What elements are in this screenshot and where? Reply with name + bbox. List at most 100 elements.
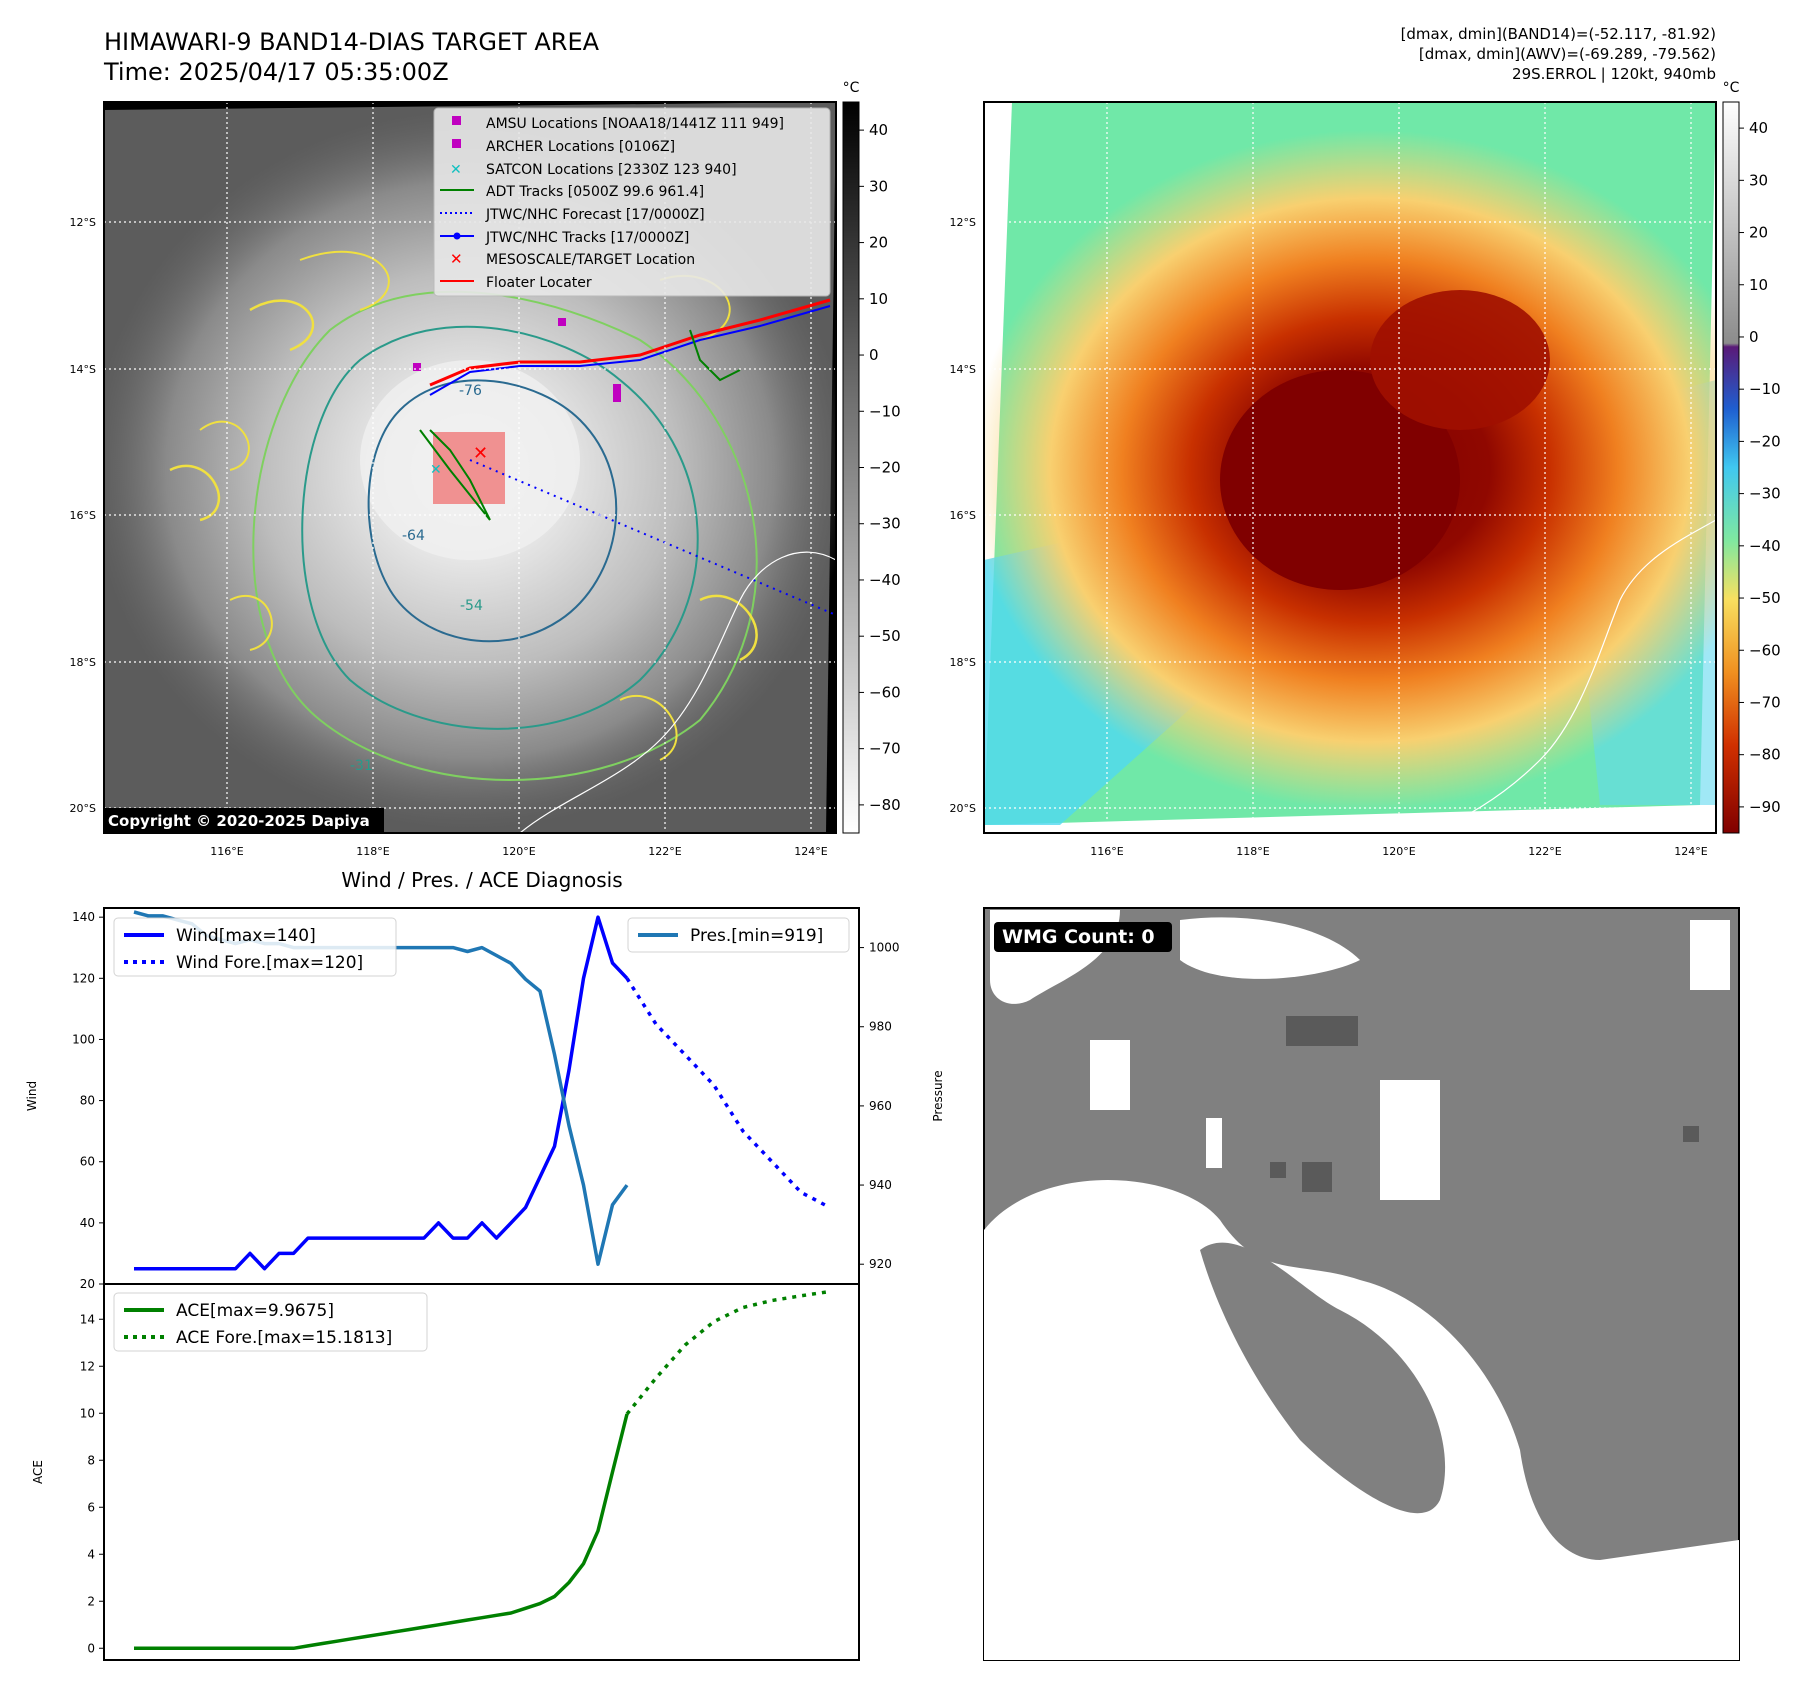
svg-text:122°E: 122°E bbox=[648, 845, 681, 858]
map-legend: AMSU Locations [NOAA18/1441Z 111 949] AR… bbox=[433, 107, 831, 297]
svg-text:20°S: 20°S bbox=[950, 802, 976, 815]
colorbar-color-tick-label: 30 bbox=[1749, 171, 1768, 189]
target-location-marker: ✕ bbox=[473, 443, 488, 464]
map1-lon-labels: 116°E 118°E 120°E 122°E 124°E bbox=[210, 845, 827, 858]
ace-plot: 0 2 4 6 8 10 12 14 ACE ACE[max=9.9675] ACE Fore… bbox=[31, 1283, 860, 1661]
legend-adt: ADT Tracks [0500Z 99.6 961.4] bbox=[486, 184, 704, 200]
ace-series-line bbox=[625, 1289, 831, 1416]
contour-label-76: -76 bbox=[459, 383, 482, 399]
contour-label-31: -31 bbox=[350, 758, 373, 774]
wind-axis-tick-label: 40 bbox=[80, 1216, 95, 1230]
archer-marker-2 bbox=[558, 318, 566, 326]
info-line-1: [dmax, dmin](BAND14)=(-52.117, -81.92) bbox=[1401, 25, 1716, 43]
wmg-count-label: WMG Count: 0 bbox=[1002, 926, 1155, 948]
contour-middle bbox=[301, 325, 699, 730]
storm-arm bbox=[1370, 290, 1550, 430]
wmg-white-2 bbox=[1180, 917, 1360, 979]
colorbar-color-tick-label: 40 bbox=[1749, 119, 1768, 137]
coastline bbox=[519, 551, 836, 833]
pressure-axis-tick-label: 940 bbox=[869, 1178, 892, 1192]
graticule-2 bbox=[984, 102, 1716, 833]
wmg-count-box bbox=[994, 922, 1172, 952]
legend-floater: Floater Locater bbox=[486, 275, 592, 291]
copyright-box bbox=[104, 808, 384, 833]
coastline-2 bbox=[1429, 519, 1716, 833]
ace-ylabel: ACE bbox=[31, 1460, 45, 1484]
colorbar-color-tick-label: −60 bbox=[1749, 641, 1781, 659]
svg-text:14°S: 14°S bbox=[950, 363, 976, 376]
wind-axis-tick-label: 60 bbox=[80, 1155, 95, 1169]
wind-pressure-plot: 20 40 60 80 100 120 140 920 940 960 980 1000 Wind … bbox=[25, 907, 945, 1291]
svg-text:118°E: 118°E bbox=[1236, 845, 1269, 858]
pressure-axis-tick-label: 1000 bbox=[869, 941, 900, 955]
ace-axis-tick-label: 8 bbox=[87, 1453, 95, 1467]
legend-ace: ACE[max=9.9675] bbox=[176, 1301, 334, 1321]
pres-legend: Pres.[min=919] bbox=[627, 917, 850, 953]
colorbar-gray-tick-label: 10 bbox=[869, 290, 888, 308]
colorbar-gray-tick-label: 20 bbox=[869, 234, 888, 252]
figure-time: Time: 2025/04/17 05:35:00Z bbox=[103, 58, 449, 86]
ace-series-line bbox=[134, 1413, 629, 1651]
adt-track-2 bbox=[689, 329, 741, 382]
colorbar-color-tick-label: −70 bbox=[1749, 693, 1781, 711]
ace-axis-tick-label: 2 bbox=[87, 1594, 95, 1608]
colorbar-gray-tick-label: −70 bbox=[869, 740, 901, 758]
amsu-marker bbox=[413, 363, 421, 371]
wind-legend: Wind[max=140] Wind Fore.[max=120] bbox=[113, 917, 397, 977]
wind-series-line bbox=[134, 915, 629, 1271]
colorbar-color-tick-label: 10 bbox=[1749, 276, 1768, 294]
wind-axis-tick-label: 80 bbox=[80, 1094, 95, 1108]
map-panel-awv bbox=[983, 101, 1717, 834]
map2-lon-labels: 116°E 118°E 120°E 122°E 124°E bbox=[1090, 845, 1707, 858]
legend-pres: Pres.[min=919] bbox=[690, 926, 823, 946]
colorbar-color-tick-label: −30 bbox=[1749, 485, 1781, 503]
colorbar-gray-tick-label: 0 bbox=[869, 346, 879, 364]
jtwc-track bbox=[429, 305, 831, 396]
wind-series-line bbox=[625, 977, 831, 1210]
svg-text:12°S: 12°S bbox=[950, 216, 976, 229]
colorbar-gray-tick-label: −30 bbox=[869, 515, 901, 533]
floater-track bbox=[429, 298, 831, 387]
legend-archer: ARCHER Locations [0106Z] bbox=[486, 139, 675, 155]
colorbar-gray: °C 40 30 20 10 0 −10 −20 −30 −40 −50 −60 −70 −80 bbox=[842, 80, 901, 834]
legend-jtwc-tracks: JTWC/NHC Tracks [17/0000Z] bbox=[485, 230, 689, 246]
pressure-ylabel: Pressure bbox=[931, 1070, 945, 1121]
ace-axis-tick-label: 12 bbox=[80, 1359, 95, 1373]
legend-jtwc-forecast: JTWC/NHC Forecast [17/0000Z] bbox=[485, 207, 705, 223]
svg-text:116°E: 116°E bbox=[210, 845, 243, 858]
colorbar-color: °C 40 30 20 10 0 −10 −20 −30 −40 −50 −60 −70 −80 −90 bbox=[1722, 80, 1781, 834]
legend-wind-fore: Wind Fore.[max=120] bbox=[176, 953, 363, 973]
ace-legend: ACE[max=9.9675] ACE Fore.[max=15.1813] bbox=[113, 1292, 428, 1352]
svg-text:✕: ✕ bbox=[450, 162, 462, 178]
map-panel-band14: ✕ ✕ -76 -64 -54 -31 AMSU bbox=[103, 101, 837, 834]
svg-text:120°E: 120°E bbox=[1382, 845, 1415, 858]
svg-text:16°S: 16°S bbox=[70, 509, 96, 522]
wind-axis-tick-label: 100 bbox=[72, 1032, 95, 1046]
map1-lat-labels: 12°S 14°S 16°S 18°S 20°S bbox=[70, 216, 96, 815]
svg-text:116°E: 116°E bbox=[1090, 845, 1123, 858]
storm-center bbox=[1220, 370, 1460, 590]
legend-satcon: SATCON Locations [2330Z 123 940] bbox=[486, 162, 737, 178]
adt-track bbox=[419, 429, 491, 521]
pressure-axis-tick-label: 920 bbox=[869, 1257, 892, 1271]
colorbar-color-tick-label: −20 bbox=[1749, 432, 1781, 450]
wmg-panel: WMG Count: 0 bbox=[983, 907, 1740, 1661]
diagnosis-title: Wind / Pres. / ACE Diagnosis bbox=[341, 868, 622, 892]
ace-axis-tick-label: 4 bbox=[87, 1547, 95, 1561]
colorbar-gray-tick-label: −60 bbox=[869, 683, 901, 701]
colorbar-gray-tick-label: −10 bbox=[869, 402, 901, 420]
svg-text:14°S: 14°S bbox=[70, 363, 96, 376]
colorbar-color-tick-label: −40 bbox=[1749, 537, 1781, 555]
colorbar-gray-tick-label: −20 bbox=[869, 459, 901, 477]
svg-text:18°S: 18°S bbox=[950, 656, 976, 669]
svg-text:20°S: 20°S bbox=[70, 802, 96, 815]
colorbar-gray-tick-label: −50 bbox=[869, 627, 901, 645]
svg-text:18°S: 18°S bbox=[70, 656, 96, 669]
pressure-axis-tick-label: 960 bbox=[869, 1099, 892, 1113]
wind-axis-tick-label: 140 bbox=[72, 910, 95, 924]
svg-text:118°E: 118°E bbox=[356, 845, 389, 858]
colorbar-gray-tick-label: 30 bbox=[869, 177, 888, 195]
colorbar-gray-tick-label: −40 bbox=[869, 571, 901, 589]
contour-label-54: -54 bbox=[460, 598, 483, 614]
